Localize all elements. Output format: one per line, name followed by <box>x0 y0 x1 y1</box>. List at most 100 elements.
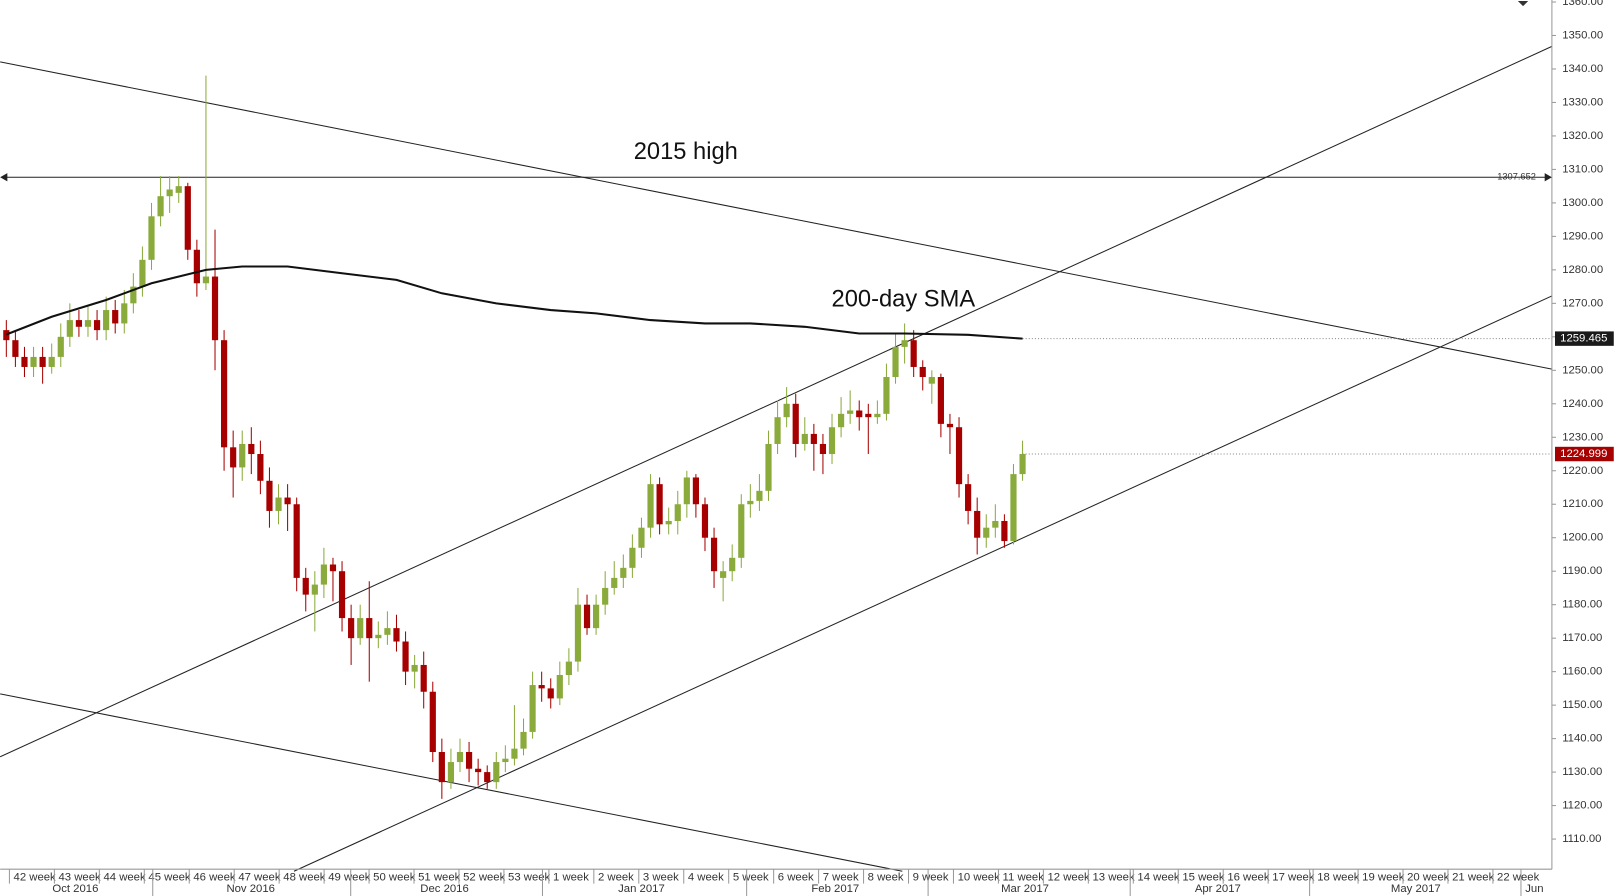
week-label: 13 week <box>1092 871 1135 883</box>
month-label: Nov 2016 <box>226 883 275 895</box>
month-label: Apr 2017 <box>1195 883 1241 895</box>
candle-body <box>12 340 19 357</box>
candle-body <box>93 320 101 331</box>
week-label: 7 week <box>823 871 859 883</box>
arrow <box>0 173 8 182</box>
week-label: 45 week <box>148 871 191 883</box>
candle-body <box>338 571 346 619</box>
y-tick-label: 1280.00 <box>1562 264 1603 276</box>
candle-body <box>638 527 645 548</box>
candle-body <box>701 504 709 538</box>
week-label: 49 week <box>328 871 371 883</box>
candle-body <box>583 604 591 629</box>
week-label: 53 week <box>508 871 551 883</box>
candle-body <box>683 477 690 505</box>
month-label: Oct 2016 <box>52 883 98 895</box>
candle-body <box>103 310 110 331</box>
week-label: 2 week <box>598 871 634 883</box>
y-tick-label: 1110.00 <box>1562 833 1601 845</box>
week-label: 11 week <box>1003 871 1045 883</box>
candle-body <box>520 731 527 749</box>
candle-body <box>139 259 146 287</box>
y-tick-label: 1190.00 <box>1562 565 1602 577</box>
y-tick-label: 1250.00 <box>1562 364 1603 376</box>
y-tick-label: 1130.00 <box>1562 766 1602 778</box>
candle-body <box>438 752 445 783</box>
candle-body <box>783 403 790 418</box>
candle-body <box>874 413 881 418</box>
week-label: 14 week <box>1137 871 1180 883</box>
week-label: 43 week <box>58 871 101 883</box>
week-label: 19 week <box>1362 871 1405 883</box>
candle-body <box>348 618 355 639</box>
week-label: 6 week <box>778 871 814 883</box>
candle-body <box>828 427 836 455</box>
candle-body <box>647 484 654 528</box>
candle-body <box>484 772 491 783</box>
candle-body <box>230 447 237 468</box>
candle-body <box>148 216 155 260</box>
candle-body <box>883 377 890 414</box>
candle-body <box>284 497 291 505</box>
week-label: 17 week <box>1272 871 1315 883</box>
candle-body <box>39 356 46 367</box>
candle-body <box>375 634 382 639</box>
month-label: Feb 2017 <box>811 883 859 895</box>
candle-body <box>502 758 509 763</box>
y-tick-label: 1140.00 <box>1562 733 1602 745</box>
candle-body <box>357 618 364 639</box>
candle-body <box>892 346 899 378</box>
y-tick-label: 1240.00 <box>1562 398 1603 410</box>
candle-body <box>112 310 119 324</box>
week-label: 15 week <box>1182 871 1225 883</box>
y-tick-label: 1160.00 <box>1562 666 1602 678</box>
candle-body <box>756 490 763 501</box>
candle-body <box>420 664 427 692</box>
week-label: 18 week <box>1317 871 1360 883</box>
candle-body <box>493 762 500 783</box>
candle-body <box>21 356 28 367</box>
candle-body <box>456 752 464 763</box>
menu-arrow[interactable] <box>1517 1 1529 7</box>
week-label: 20 week <box>1407 871 1450 883</box>
y-tick-label: 1300.00 <box>1562 197 1603 209</box>
candle-body <box>293 504 300 578</box>
week-label: 47 week <box>238 871 281 883</box>
candle-body <box>302 577 309 595</box>
candle-body <box>810 433 817 444</box>
candle-body <box>166 189 173 197</box>
candle-body <box>692 477 700 505</box>
candle-body <box>910 340 917 367</box>
y-tick-label: 1340.00 <box>1562 63 1603 75</box>
week-label: 10 week <box>958 871 1001 883</box>
candle-body <box>565 661 572 675</box>
month-label: Mar 2017 <box>1001 883 1049 895</box>
candle-body <box>202 276 210 284</box>
week-label: 44 week <box>103 871 146 883</box>
candle-body <box>1010 474 1017 542</box>
candle-body <box>320 564 327 585</box>
candle-body <box>538 685 545 689</box>
candle-body <box>157 196 164 217</box>
week-label: 16 week <box>1227 871 1270 883</box>
candle-body <box>946 423 954 428</box>
candle-body <box>611 577 618 588</box>
candle-body <box>447 762 455 783</box>
y-tick-label: 1330.00 <box>1562 96 1603 108</box>
trend-line <box>0 61 1553 370</box>
candle-body <box>837 413 845 428</box>
candle-body <box>602 587 609 605</box>
candle-body <box>747 500 754 505</box>
week-label: 8 week <box>868 871 904 883</box>
candle-body <box>175 186 182 193</box>
candle-body <box>847 410 854 414</box>
candle-body <box>865 413 872 418</box>
candle-body <box>384 628 391 635</box>
week-label: 52 week <box>463 871 506 883</box>
candle-body <box>983 527 990 538</box>
price-box <box>1554 446 1614 462</box>
candle-body <box>710 537 718 572</box>
sma-line <box>5 265 1023 340</box>
trend-line <box>293 295 1553 872</box>
level-label: 1307.652 <box>1497 172 1536 182</box>
